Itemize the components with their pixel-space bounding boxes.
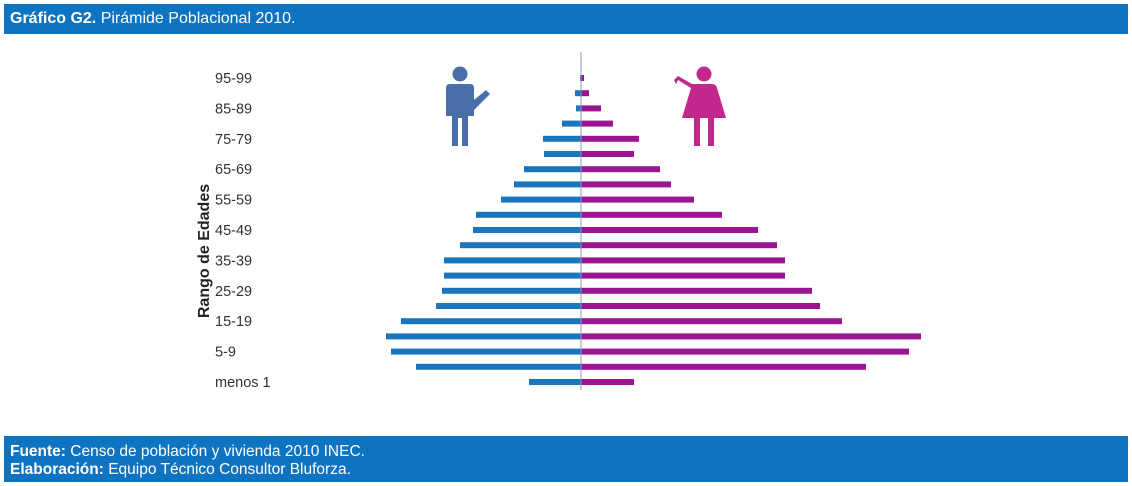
bar-male-20-24 bbox=[436, 303, 581, 309]
bar-female-70-74 bbox=[581, 151, 634, 157]
y-tick-label: 45-49 bbox=[215, 223, 252, 239]
bar-female-20-24 bbox=[581, 303, 820, 309]
bar-male-85-89 bbox=[576, 105, 581, 112]
source-line: Fuente: Censo de población y vivienda 20… bbox=[10, 443, 1128, 461]
figure-number: Gráfico G2. bbox=[10, 10, 97, 27]
population-pyramid-chart: Rango de Edades menos 1 5-9 15-19 25-29 35-3… bbox=[4, 34, 1128, 436]
bar-female-90-94 bbox=[581, 90, 589, 97]
figure-frame: Gráfico G2. Pirámide Poblacional 2010. R… bbox=[4, 4, 1128, 482]
bar-male-menos-1 bbox=[529, 379, 581, 385]
y-tick-label: 85-89 bbox=[215, 101, 252, 117]
bar-female-55-59 bbox=[581, 196, 694, 203]
bar-female-80-84 bbox=[581, 120, 613, 127]
y-tick-label: 35-39 bbox=[215, 253, 252, 269]
bar-female-5-9 bbox=[581, 348, 909, 355]
bar-male-65-69 bbox=[524, 166, 581, 173]
bar-male-1-4 bbox=[416, 363, 581, 370]
bar-male-40-44 bbox=[460, 242, 581, 249]
bar-female-95-99 bbox=[581, 75, 584, 81]
bar-female-85-89 bbox=[581, 105, 601, 112]
figure-title-bar: Gráfico G2. Pirámide Poblacional 2010. bbox=[4, 4, 1128, 34]
bar-female-35-39 bbox=[581, 257, 785, 264]
bar-female-65-69 bbox=[581, 166, 660, 173]
elaboration-label: Elaboración: bbox=[10, 461, 104, 478]
bar-female-45-49 bbox=[581, 227, 758, 233]
bar-female-30-34 bbox=[581, 272, 785, 279]
bar-female-60-64 bbox=[581, 181, 671, 188]
bar-female-75-79 bbox=[581, 135, 639, 142]
pyramid-svg: Rango de Edades menos 1 5-9 15-19 25-29 35-3… bbox=[196, 52, 921, 391]
y-tick-label: 25-29 bbox=[215, 284, 252, 300]
bar-male-5-9 bbox=[391, 348, 581, 355]
bar-male-25-29 bbox=[442, 287, 581, 294]
bar-female-50-54 bbox=[581, 211, 722, 218]
elaboration-line: Elaboración: Equipo Técnico Consultor Bl… bbox=[10, 461, 1128, 479]
y-tick-label: menos 1 bbox=[215, 375, 271, 391]
bar-male-50-54 bbox=[476, 211, 581, 218]
bar-male-60-64 bbox=[514, 181, 581, 188]
bar-male-55-59 bbox=[501, 196, 581, 203]
y-tick-label: 95-99 bbox=[215, 71, 252, 87]
y-tick-labels: menos 1 5-9 15-19 25-29 35-39 45-49 55-59 65-69… bbox=[215, 71, 271, 391]
y-tick-label: 75-79 bbox=[215, 132, 252, 148]
y-tick-label: 55-59 bbox=[215, 193, 252, 209]
bar-male-15-19 bbox=[401, 318, 581, 325]
y-tick-label: 5-9 bbox=[215, 345, 236, 361]
bar-male-35-39 bbox=[444, 257, 581, 264]
bar-male-70-74 bbox=[544, 151, 581, 157]
y-axis-label-group: Rango de Edades bbox=[196, 184, 213, 318]
bar-female-15-19 bbox=[581, 318, 842, 325]
bar-female-25-29 bbox=[581, 287, 812, 294]
bar-male-45-49 bbox=[473, 227, 581, 233]
bar-male-75-79 bbox=[543, 135, 581, 142]
source-text: Censo de población y vivienda 2010 INEC. bbox=[65, 443, 365, 460]
y-tick-label: 15-19 bbox=[215, 314, 252, 330]
bar-female-40-44 bbox=[581, 242, 777, 249]
figure-footer: Fuente: Censo de población y vivienda 20… bbox=[4, 436, 1128, 482]
bar-female-10-14 bbox=[581, 333, 921, 340]
bar-female-1-4 bbox=[581, 363, 866, 370]
woman-icon bbox=[674, 66, 726, 146]
y-axis-label: Rango de Edades bbox=[196, 184, 213, 318]
man-icon bbox=[446, 66, 490, 146]
bars bbox=[386, 75, 921, 385]
elaboration-text: Equipo Técnico Consultor Bluforza. bbox=[103, 461, 351, 478]
y-tick-label: 65-69 bbox=[215, 162, 252, 178]
bar-male-30-34 bbox=[444, 272, 581, 279]
source-label: Fuente: bbox=[10, 443, 66, 460]
bar-female-menos-1 bbox=[581, 379, 634, 385]
bar-male-90-94 bbox=[575, 90, 581, 97]
figure-title: Pirámide Poblacional 2010. bbox=[96, 10, 296, 27]
bar-male-10-14 bbox=[386, 333, 581, 340]
bar-male-80-84 bbox=[562, 120, 581, 127]
